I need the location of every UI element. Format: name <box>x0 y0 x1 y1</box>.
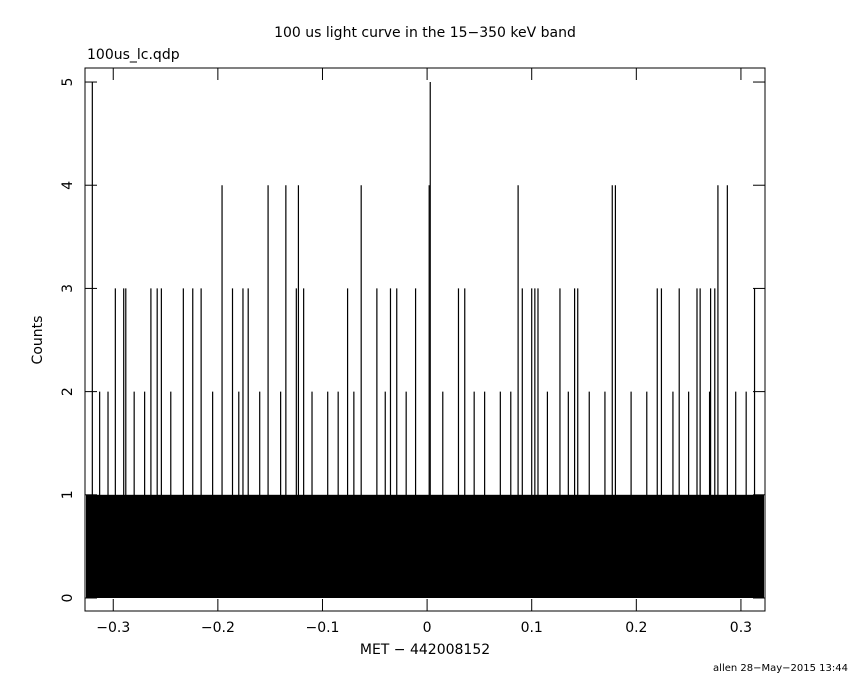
x-tick-label: 0 <box>423 620 432 636</box>
chart-subtitle: 100us_lc.qdp <box>87 47 180 63</box>
x-axis-label: MET − 442008152 <box>360 642 490 658</box>
y-tick-label: 2 <box>60 387 76 396</box>
y-tick-label: 5 <box>60 78 76 87</box>
x-tick-label: −0.2 <box>201 620 235 636</box>
x-tick-label: −0.3 <box>96 620 130 636</box>
count-band <box>86 494 764 598</box>
y-axis-label: Counts <box>30 316 46 365</box>
y-tick-label: 0 <box>60 594 76 603</box>
plot-frame <box>84 67 766 612</box>
x-tick-label: 0.3 <box>730 620 752 636</box>
x-tick-label: −0.1 <box>305 620 339 636</box>
y-tick-label: 4 <box>60 181 76 190</box>
x-tick-label: 0.1 <box>521 620 543 636</box>
y-tick-label: 3 <box>60 284 76 293</box>
chart-title: 100 us light curve in the 15−350 keV ban… <box>274 25 576 41</box>
y-tick-label: 1 <box>60 490 76 499</box>
footer: allen 28−May−2015 13:44 <box>713 663 848 674</box>
x-tick-label: 0.2 <box>625 620 647 636</box>
